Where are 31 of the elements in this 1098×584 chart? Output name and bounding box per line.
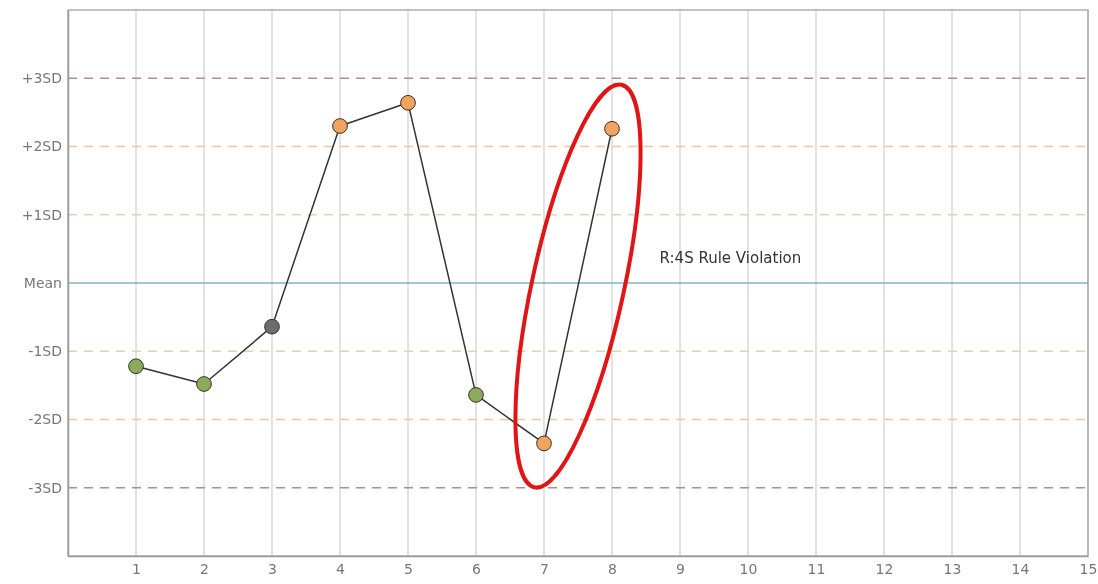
annotation: R:4S Rule Violation [659, 248, 802, 267]
x-tick-label: 2 [200, 560, 209, 577]
y-tick-label: Mean [23, 274, 62, 291]
x-tick-label: 7 [540, 560, 549, 577]
x-tick-label: 1 [132, 560, 141, 577]
point [468, 387, 484, 403]
x-tick-label: 6 [472, 560, 482, 577]
x-tick-label: 11 [807, 560, 826, 577]
y-tick-label: +2SD [21, 138, 62, 155]
y-tick-label: -1SD [28, 343, 62, 360]
x-tick-label: 3 [268, 560, 277, 577]
x-tick-label: 12 [875, 560, 894, 577]
x-tick-label: 4 [336, 560, 346, 577]
x-tick-label: 14 [1011, 560, 1030, 577]
point [128, 358, 144, 375]
x-tick-label: 15 [1079, 560, 1098, 577]
point [332, 118, 348, 134]
x-tick-label: 13 [943, 560, 962, 577]
y-tick-label: +3SD [21, 70, 62, 87]
point [536, 435, 552, 452]
x-tick-label: 5 [404, 560, 413, 577]
point [604, 120, 620, 137]
x-tick-label: 9 [676, 560, 685, 577]
x-tick-label: 10 [739, 560, 758, 577]
y-tick-label: +1SD [21, 206, 62, 223]
point [264, 318, 280, 335]
y-tick-label: -3SD [28, 479, 62, 496]
point [196, 376, 212, 392]
y-tick-label: -2SD [28, 411, 62, 428]
x-tick-label: 8 [608, 560, 617, 577]
point [400, 94, 416, 111]
